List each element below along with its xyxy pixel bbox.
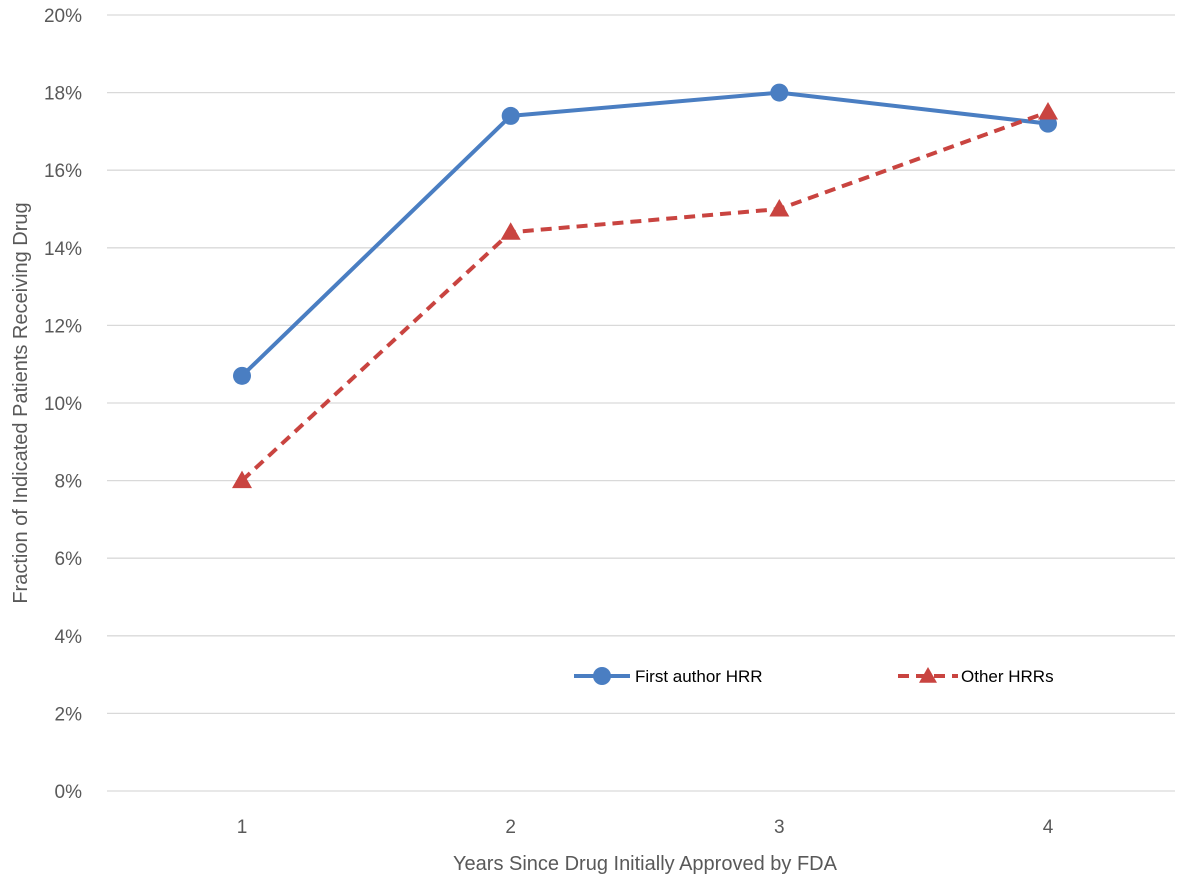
legend-label: Other HRRs	[961, 667, 1054, 686]
y-tick-label: 18%	[44, 84, 82, 105]
legend: First author HRR Other HRRs	[574, 667, 1054, 686]
y-tick-label: 14%	[44, 239, 82, 260]
x-tick-label: 3	[774, 817, 785, 838]
series-lines	[232, 83, 1058, 489]
legend-label: First author HRR	[635, 667, 763, 686]
y-tick-label: 0%	[55, 782, 83, 803]
series-0	[233, 83, 1057, 385]
x-axis-ticks: 1 2 3 4	[237, 817, 1054, 838]
legend-marker	[919, 667, 937, 683]
y-tick-label: 8%	[55, 472, 83, 493]
y-tick-label: 6%	[55, 549, 83, 570]
y-tick-label: 2%	[55, 704, 83, 725]
y-tick-label: 4%	[55, 627, 83, 648]
y-tick-label: 16%	[44, 161, 82, 182]
data-point-triangle	[769, 199, 790, 217]
legend-item: Other HRRs	[898, 667, 1054, 686]
data-point-circle	[501, 106, 520, 125]
x-tick-label: 4	[1043, 817, 1054, 838]
x-tick-label: 2	[505, 817, 516, 838]
y-tick-label: 12%	[44, 316, 82, 337]
series-1	[232, 102, 1058, 489]
data-point-circle	[770, 83, 789, 102]
x-tick-label: 1	[237, 817, 248, 838]
gridlines	[107, 14, 1175, 792]
series-line	[240, 110, 1049, 483]
y-axis-ticks: 0% 2% 4% 6% 8% 10% 12% 14% 16% 18% 20%	[44, 6, 82, 803]
data-point-triangle	[232, 470, 252, 489]
legend-item: First author HRR	[574, 667, 763, 686]
series-line	[240, 90, 1049, 378]
data-point-triangle	[1038, 102, 1058, 120]
data-point-triangle	[500, 222, 521, 240]
legend-marker	[593, 667, 611, 685]
y-axis-title: Fraction of Indicated Patients Receiving…	[10, 202, 32, 603]
data-point-circle	[233, 366, 251, 385]
x-axis-title: Years Since Drug Initially Approved by F…	[453, 853, 838, 875]
y-tick-label: 20%	[44, 6, 82, 27]
y-tick-label: 10%	[44, 394, 82, 415]
